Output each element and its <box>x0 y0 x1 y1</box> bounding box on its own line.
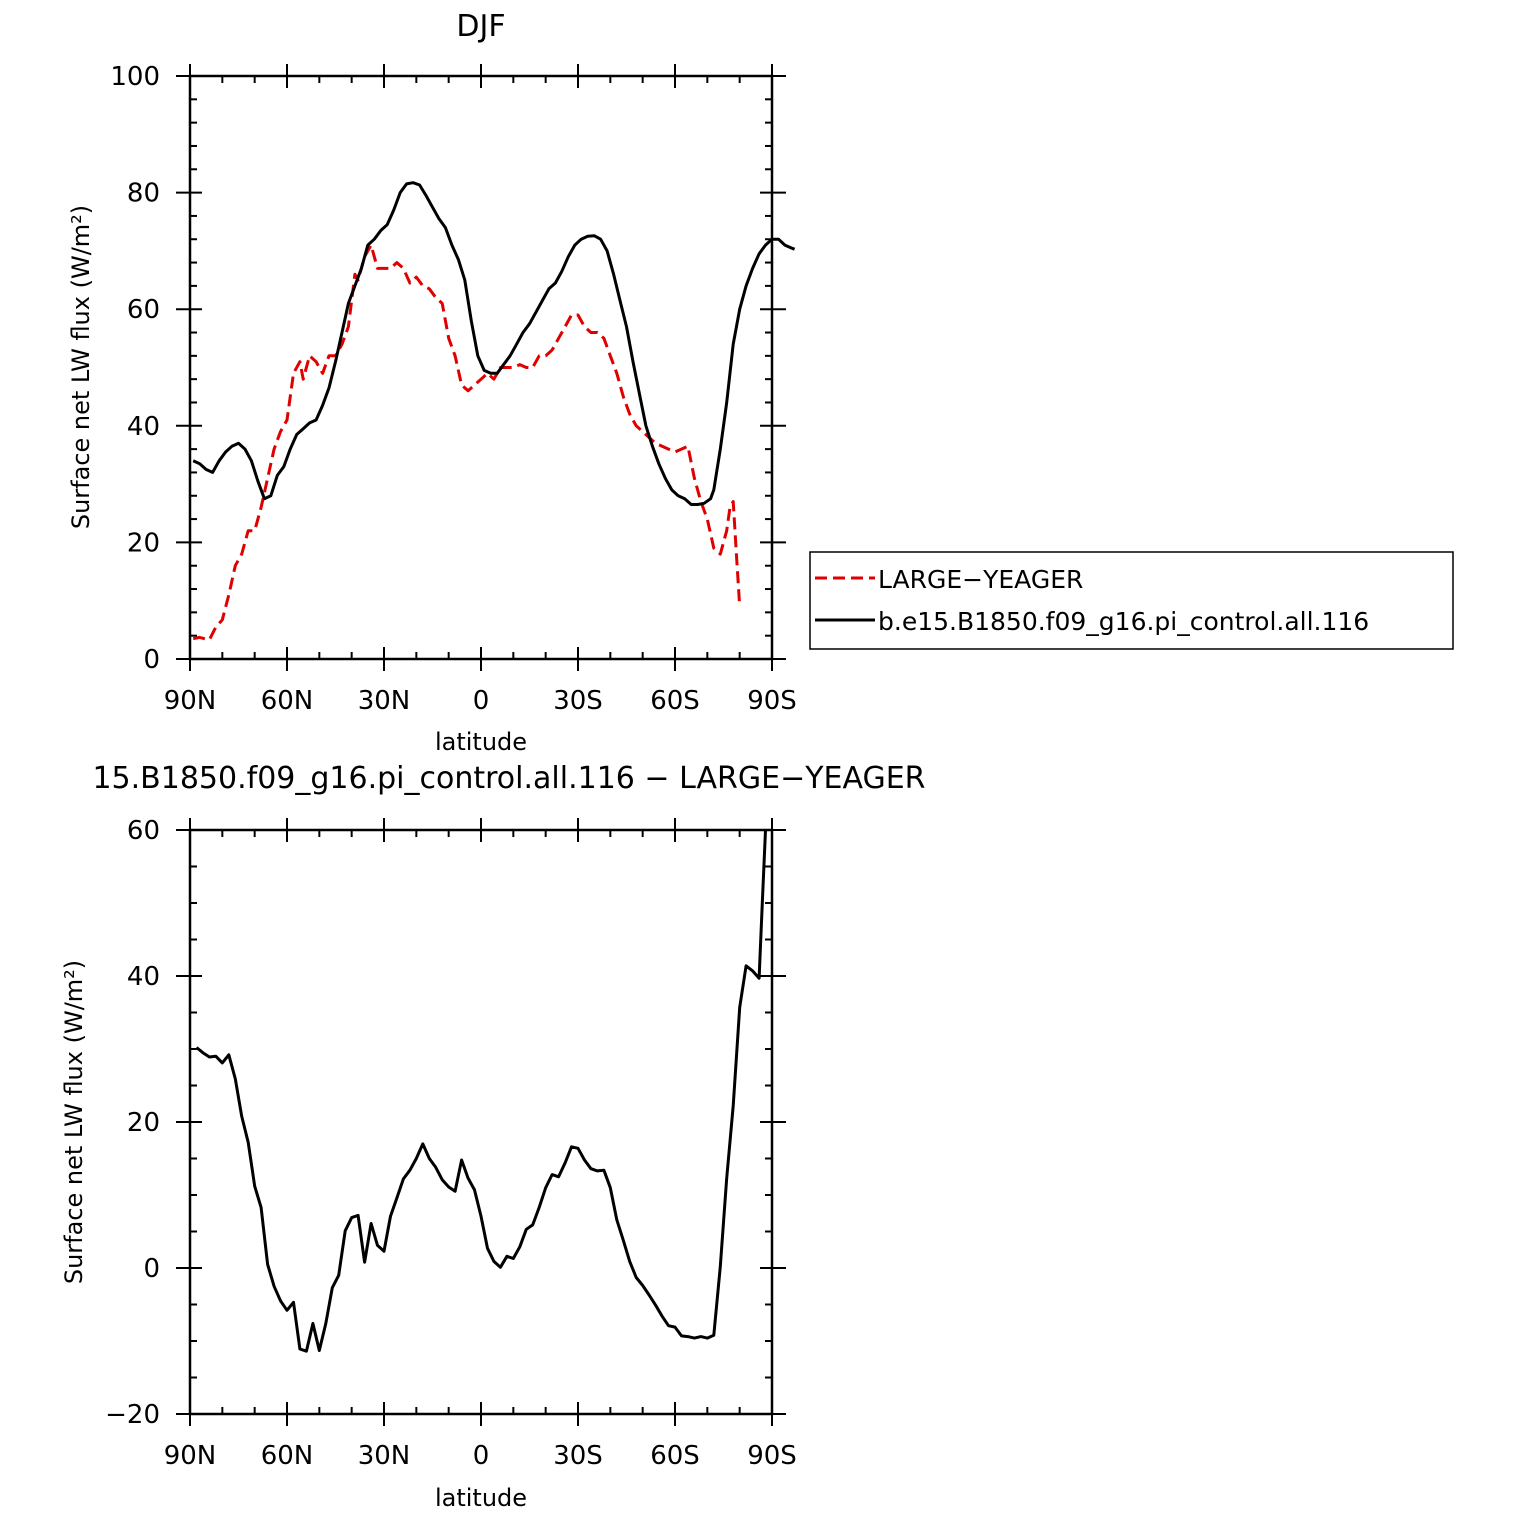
y-tick-label: 80 <box>127 179 160 209</box>
x-tick-label: 60N <box>261 1441 314 1471</box>
y-tick-label: 20 <box>127 528 160 558</box>
y-tick-label: 100 <box>110 62 160 92</box>
top-panel: DJF 90N 60N 30N 0 30S 60S 90S 0 20 40 60 80 100 lati… <box>67 9 797 756</box>
y-tick-label: −20 <box>105 1400 160 1430</box>
bottom-panel-title: 15.B1850.f09_g16.pi_control.all.116 − LA… <box>92 761 925 796</box>
y-tick-label: 40 <box>127 962 160 992</box>
x-tick-label: 60N <box>261 686 314 716</box>
y-tick-label: 0 <box>143 1254 160 1284</box>
x-tick-label: 30N <box>358 1441 411 1471</box>
x-tick-label: 0 <box>473 686 490 716</box>
legend-box <box>809 551 1454 650</box>
y-tick-label: 60 <box>127 295 160 325</box>
bottom-panel-series <box>195 830 767 1353</box>
legend-label-pi-control: b.e15.B1850.f09_g16.pi_control.all.116 <box>878 607 1369 636</box>
series-line-large-yeager <box>192 243 742 642</box>
bottom-panel-plot-frame <box>188 828 774 1416</box>
series-line-b-e15-b1850-f09-g16-pi-control-all-116 <box>192 181 796 506</box>
y-tick-label: 20 <box>127 1108 160 1138</box>
x-tick-label: 30S <box>553 1441 603 1471</box>
legend-label-large-yeager: LARGE−YEAGER <box>878 565 1083 594</box>
top-panel-ticks <box>176 64 786 671</box>
x-tick-label: 90N <box>164 686 217 716</box>
y-tick-label: 40 <box>127 412 160 442</box>
y-tick-label: 60 <box>127 816 160 846</box>
top-panel-y-axis-label: Surface net LW flux (W/m²) <box>67 205 95 529</box>
legend: LARGE−YEAGER b.e15.B1850.f09_g16.pi_cont… <box>809 551 1454 650</box>
x-tick-label: 30N <box>358 686 411 716</box>
x-tick-label: 0 <box>473 1441 490 1471</box>
series-line-panel1-0 <box>195 830 767 1353</box>
x-tick-label: 60S <box>650 1441 700 1471</box>
x-tick-label: 90S <box>747 1441 797 1471</box>
top-panel-plot-frame <box>188 74 774 661</box>
bottom-panel: 15.B1850.f09_g16.pi_control.all.116 − LA… <box>60 761 926 1512</box>
top-panel-x-axis-label: latitude <box>435 728 527 756</box>
bottom-panel-tick-labels: 90N 60N 30N 0 30S 60S 90S −20 0 20 40 60 <box>105 816 797 1471</box>
top-panel-tick-labels: 90N 60N 30N 0 30S 60S 90S 0 20 40 60 80 100 <box>110 62 796 716</box>
bottom-panel-ticks <box>176 818 786 1426</box>
x-tick-label: 30S <box>553 686 603 716</box>
bottom-panel-x-axis-label: latitude <box>435 1484 527 1512</box>
y-tick-label: 0 <box>143 645 160 675</box>
x-tick-label: 90N <box>164 1441 217 1471</box>
x-tick-label: 90S <box>747 686 797 716</box>
top-panel-series <box>192 181 796 642</box>
bottom-panel-y-axis-label: Surface net LW flux (W/m²) <box>60 960 88 1284</box>
top-panel-title: DJF <box>456 9 505 44</box>
x-tick-label: 60S <box>650 686 700 716</box>
